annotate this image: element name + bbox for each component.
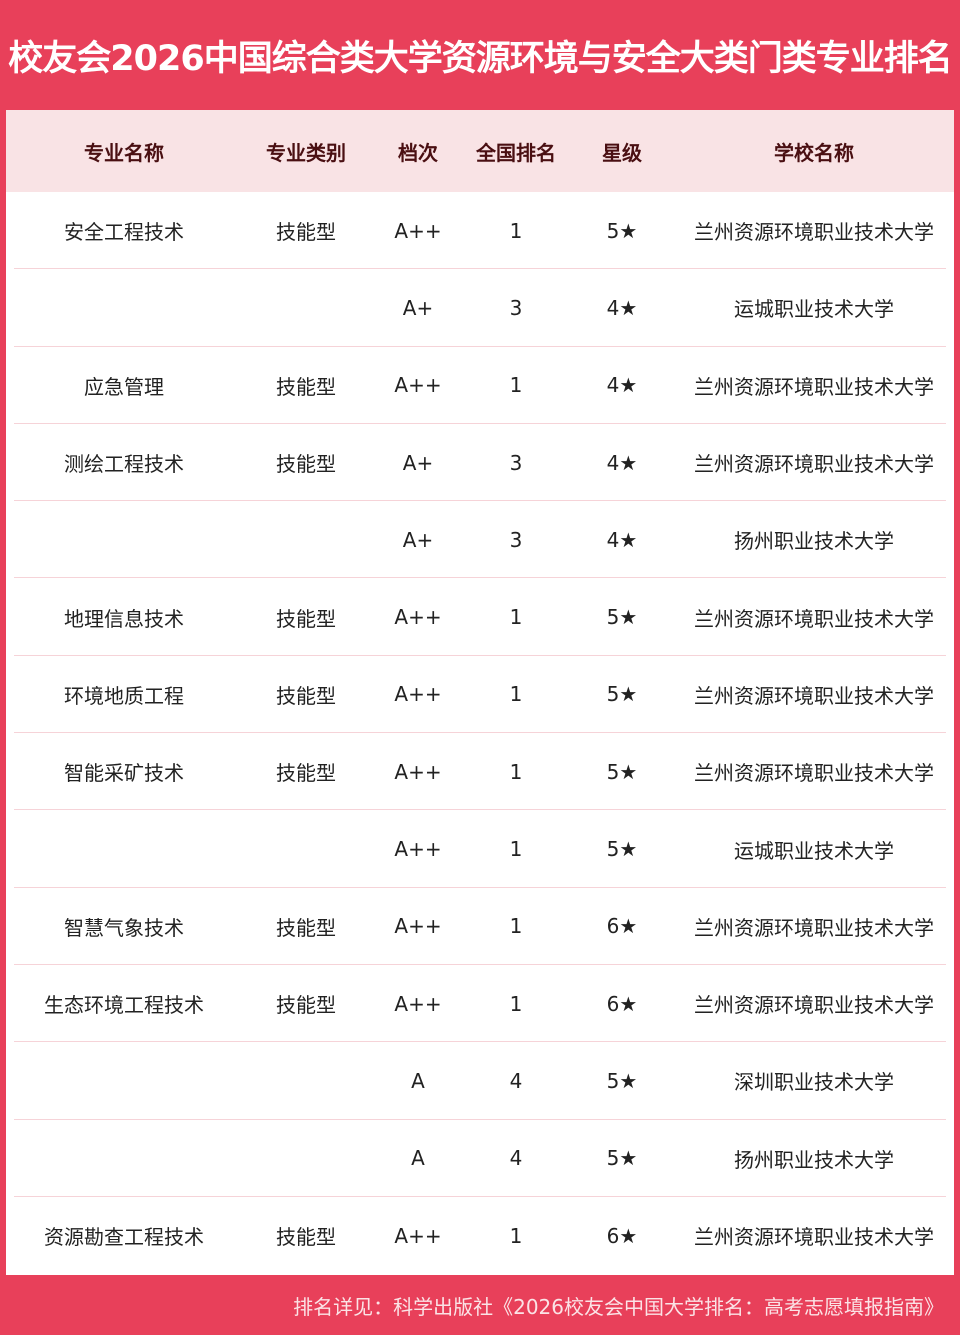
cell-category: 技能型 (276, 915, 336, 940)
footer-source: 排名详见：科学出版社《2026校友会中国大学排名：高考志愿填报指南》 (293, 1294, 944, 1319)
cell-grade: A++ (394, 991, 442, 1016)
cell-rank: 3 (509, 295, 523, 320)
cell-stars: 4★ (606, 373, 638, 398)
cell-rank: 1 (509, 1223, 523, 1248)
cell-grade: A+ (402, 450, 434, 475)
cell-rank: 4 (509, 1146, 523, 1171)
cell-stars: 5★ (606, 1068, 638, 1093)
cell-rank: 1 (509, 682, 523, 707)
cell-major: 环境地质工程 (64, 683, 184, 708)
table-row: A+ 3 4★ 运城职业技术大学 (6, 269, 954, 347)
cell-school: 兰州资源环境职业技术大学 (694, 220, 934, 245)
cell-stars: 6★ (606, 914, 638, 939)
cell-grade: A++ (394, 914, 442, 939)
cell-category: 技能型 (276, 993, 336, 1018)
cell-grade: A+ (402, 295, 434, 320)
cell-grade: A (411, 1146, 425, 1171)
cell-major: 应急管理 (84, 374, 164, 399)
table-row: 资源勘查工程技术 技能型 A++ 1 6★ 兰州资源环境职业技术大学 (6, 1197, 954, 1274)
header-rank: 全国排名 (476, 140, 556, 165)
cell-rank: 1 (509, 759, 523, 784)
table-row: 安全工程技术 技能型 A++ 1 5★ 兰州资源环境职业技术大学 (6, 192, 954, 270)
cell-stars: 5★ (606, 837, 638, 862)
cell-rank: 1 (509, 373, 523, 398)
cell-category: 技能型 (276, 220, 336, 245)
table-row: 智慧气象技术 技能型 A++ 1 6★ 兰州资源环境职业技术大学 (6, 888, 954, 966)
cell-school: 兰州资源环境职业技术大学 (694, 1225, 934, 1249)
cell-school: 运城职业技术大学 (734, 838, 894, 863)
cell-grade: A++ (394, 837, 442, 862)
cell-major: 资源勘查工程技术 (44, 1225, 204, 1249)
cell-school: 兰州资源环境职业技术大学 (694, 761, 934, 786)
cell-school: 运城职业技术大学 (734, 297, 894, 322)
cell-grade: A++ (394, 759, 442, 784)
cell-major: 生态环境工程技术 (44, 993, 204, 1018)
cell-rank: 3 (509, 450, 523, 475)
cell-school: 兰州资源环境职业技术大学 (694, 683, 934, 708)
page-title: 校友会2026中国综合类大学资源环境与安全大类门类专业排名 (8, 38, 952, 79)
cell-category: 技能型 (276, 1225, 336, 1249)
header-school: 学校名称 (774, 140, 854, 165)
cell-category: 技能型 (276, 452, 336, 477)
cell-school: 扬州职业技术大学 (734, 529, 894, 554)
ranking-table: 专业名称 专业类别 档次 全国排名 星级 学校名称 安全工程技术 技能型 A++ 1 5… (6, 110, 954, 1275)
table-row: A 4 5★ 扬州职业技术大学 (6, 1120, 954, 1198)
cell-grade: A++ (394, 373, 442, 398)
cell-category: 技能型 (276, 374, 336, 399)
table-body: 安全工程技术 技能型 A++ 1 5★ 兰州资源环境职业技术大学 A+ 3 4★ 运城职业技术大学… (6, 192, 954, 1274)
table-row: 环境地质工程 技能型 A++ 1 5★ 兰州资源环境职业技术大学 (6, 656, 954, 734)
header-major: 专业名称 (84, 140, 164, 165)
cell-rank: 1 (509, 837, 523, 862)
header-grade: 档次 (398, 140, 438, 165)
cell-stars: 5★ (606, 682, 638, 707)
table-row: 生态环境工程技术 技能型 A++ 1 6★ 兰州资源环境职业技术大学 (6, 965, 954, 1043)
cell-major: 测绘工程技术 (64, 452, 184, 477)
cell-stars: 5★ (606, 1146, 638, 1171)
cell-school: 扬州职业技术大学 (734, 1147, 894, 1172)
cell-rank: 4 (509, 1068, 523, 1093)
cell-category: 技能型 (276, 606, 336, 631)
cell-grade: A++ (394, 1223, 442, 1248)
cell-stars: 4★ (606, 295, 638, 320)
table-row: 测绘工程技术 技能型 A+ 3 4★ 兰州资源环境职业技术大学 (6, 424, 954, 502)
cell-major: 智能采矿技术 (64, 761, 184, 786)
cell-major: 安全工程技术 (64, 220, 184, 245)
cell-stars: 5★ (606, 218, 638, 243)
cell-rank: 1 (509, 218, 523, 243)
cell-rank: 1 (509, 914, 523, 939)
cell-grade: A++ (394, 218, 442, 243)
table-row: A+ 3 4★ 扬州职业技术大学 (6, 501, 954, 579)
cell-rank: 1 (509, 605, 523, 630)
table-header: 专业名称 专业类别 档次 全国排名 星级 学校名称 (6, 110, 954, 192)
cell-category: 技能型 (276, 761, 336, 786)
cell-category: 技能型 (276, 683, 336, 708)
cell-grade: A++ (394, 682, 442, 707)
table-row: 智能采矿技术 技能型 A++ 1 5★ 兰州资源环境职业技术大学 (6, 733, 954, 811)
cell-school: 兰州资源环境职业技术大学 (694, 915, 934, 940)
cell-rank: 1 (509, 991, 523, 1016)
cell-school: 深圳职业技术大学 (734, 1070, 894, 1095)
cell-school: 兰州资源环境职业技术大学 (694, 452, 934, 477)
cell-stars: 5★ (606, 759, 638, 784)
header-category: 专业类别 (266, 140, 346, 165)
table-row: A++ 1 5★ 运城职业技术大学 (6, 810, 954, 888)
cell-school: 兰州资源环境职业技术大学 (694, 606, 934, 631)
cell-rank: 3 (509, 527, 523, 552)
cell-stars: 4★ (606, 450, 638, 475)
header-stars: 星级 (602, 140, 642, 165)
cell-major: 智慧气象技术 (64, 915, 184, 940)
cell-stars: 6★ (606, 1223, 638, 1248)
cell-stars: 6★ (606, 991, 638, 1016)
cell-school: 兰州资源环境职业技术大学 (694, 993, 934, 1018)
table-row: 应急管理 技能型 A++ 1 4★ 兰州资源环境职业技术大学 (6, 347, 954, 425)
cell-stars: 5★ (606, 605, 638, 630)
table-row: 地理信息技术 技能型 A++ 1 5★ 兰州资源环境职业技术大学 (6, 578, 954, 657)
cell-stars: 4★ (606, 527, 638, 552)
cell-grade: A (411, 1068, 425, 1093)
cell-school: 兰州资源环境职业技术大学 (694, 374, 934, 399)
cell-grade: A+ (402, 527, 434, 552)
cell-grade: A++ (394, 605, 442, 630)
table-row: A 4 5★ 深圳职业技术大学 (6, 1042, 954, 1120)
cell-major: 地理信息技术 (64, 606, 184, 631)
